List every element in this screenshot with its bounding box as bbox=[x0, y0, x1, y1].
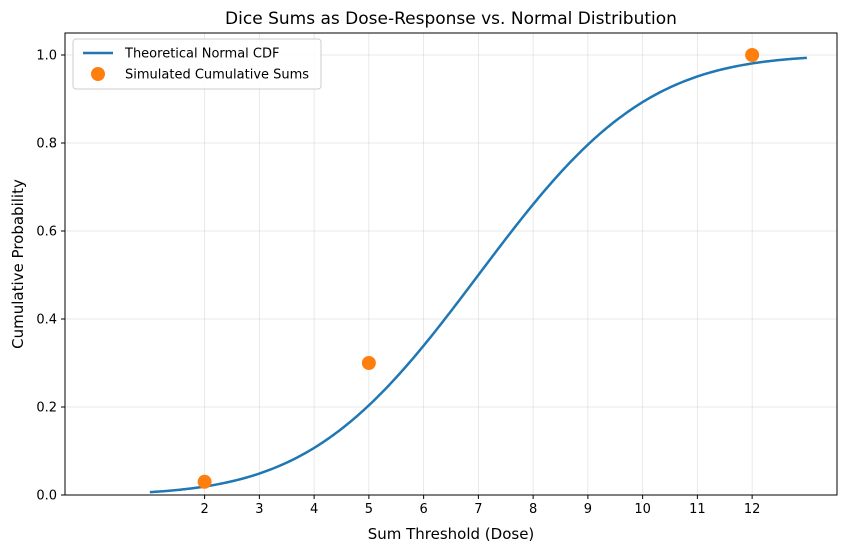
chart-title: Dice Sums as Dose-Response vs. Normal Di… bbox=[225, 9, 677, 29]
axis-ticks: 2 3 4 5 6 7 8 9 10 11 12 0.0 0.2 0.4 0.6 0.8 1.0 bbox=[36, 49, 760, 518]
legend-label-simulated: Simulated Cumulative Sums bbox=[125, 68, 309, 83]
x-axis-label: Sum Threshold (Dose) bbox=[368, 525, 535, 543]
x-tick-label: 10 bbox=[634, 502, 651, 517]
legend-label-theoretical: Theoretical Normal CDF bbox=[124, 47, 280, 62]
y-tick-label: 0.4 bbox=[36, 313, 57, 328]
normal-cdf-line bbox=[149, 56, 807, 494]
x-tick-label: 2 bbox=[200, 502, 208, 517]
y-tick-label: 0.2 bbox=[36, 401, 57, 416]
legend-marker-swatch bbox=[91, 67, 105, 81]
x-tick-label: 3 bbox=[255, 502, 263, 517]
y-tick-label: 0.6 bbox=[36, 225, 57, 240]
legend: Theoretical Normal CDF Simulated Cumulat… bbox=[72, 38, 322, 90]
simulated-point bbox=[745, 48, 760, 62]
series-layer bbox=[149, 48, 807, 494]
plot-area-frame bbox=[64, 32, 838, 496]
x-tick-label: 5 bbox=[365, 502, 373, 517]
legend-box bbox=[72, 38, 322, 90]
y-axis-label: Cumulative Probability bbox=[9, 179, 27, 349]
x-tick-label: 4 bbox=[310, 502, 318, 517]
y-tick-label: 1.0 bbox=[36, 49, 57, 64]
simulated-point bbox=[197, 474, 212, 489]
grid bbox=[65, 33, 837, 496]
y-tick-label: 0.8 bbox=[36, 137, 57, 152]
simulated-point bbox=[361, 356, 376, 370]
x-tick-label: 6 bbox=[419, 502, 427, 517]
x-tick-label: 7 bbox=[474, 502, 482, 517]
x-tick-label: 12 bbox=[744, 502, 761, 517]
x-tick-label: 8 bbox=[529, 502, 537, 517]
x-tick-label: 11 bbox=[689, 502, 706, 517]
x-tick-label: 9 bbox=[584, 502, 592, 517]
y-tick-label: 0.0 bbox=[36, 489, 57, 504]
